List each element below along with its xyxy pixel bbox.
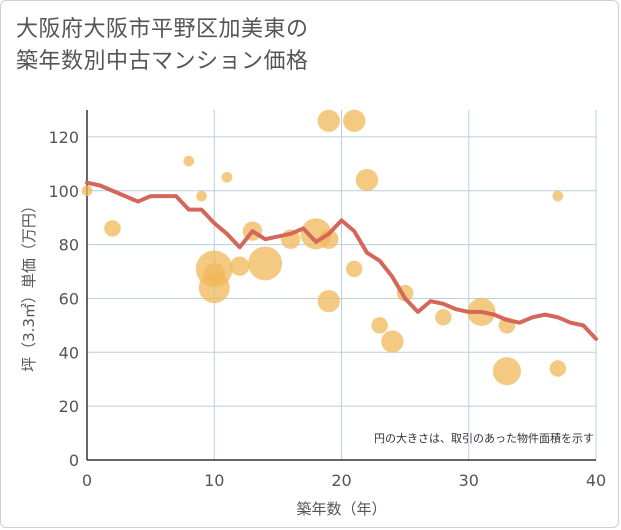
bubble-point [230, 256, 250, 276]
x-tick-label: 20 [331, 471, 351, 490]
bubble-point [552, 190, 564, 202]
chart-title: 大阪府大阪市平野区加美東の 築年数別中古マンション価格 [16, 14, 576, 78]
bubble-point [371, 317, 388, 334]
y-axis-label: 坪（3.3㎡）単価（万円） [20, 198, 38, 372]
chart-title-line2: 築年数別中古マンション価格 [16, 49, 309, 74]
y-tick-label: 20 [59, 397, 79, 416]
bubble-point [549, 360, 567, 377]
bubble-point [248, 246, 283, 281]
x-tick-label: 30 [459, 471, 479, 490]
x-tick-label: 40 [586, 471, 606, 490]
bubble-point [81, 185, 93, 197]
bubble-point [345, 260, 363, 278]
bubble-point [317, 290, 340, 313]
bubble-point [319, 229, 339, 249]
bubble-point [317, 109, 340, 132]
bubble-point [221, 171, 233, 183]
y-tick-label: 80 [59, 236, 79, 255]
y-tick-label: 120 [48, 128, 79, 147]
bubble-size-note: 円の大きさは、取引のあった物件面積を示す [374, 431, 594, 445]
bubble-point [435, 309, 452, 326]
x-tick-label: 0 [82, 471, 92, 490]
y-tick-label: 100 [48, 182, 79, 201]
y-tick-label: 0 [69, 451, 79, 470]
chart-title-line1: 大阪府大阪市平野区加美東の [16, 17, 309, 42]
bubble-point [104, 220, 121, 237]
bubble-point [492, 357, 521, 386]
trend-line [85, 180, 598, 341]
bubble-point [381, 330, 404, 353]
bubble-point [355, 168, 379, 192]
bubble-point [196, 190, 207, 202]
bubble-point [183, 155, 195, 167]
bubble-point [203, 263, 226, 286]
y-tick-label: 60 [59, 289, 79, 308]
bubble-point [343, 109, 366, 132]
x-tick-label: 10 [204, 471, 224, 490]
y-tick-label: 40 [59, 343, 79, 362]
x-axis-label: 築年数（年） [296, 500, 386, 518]
